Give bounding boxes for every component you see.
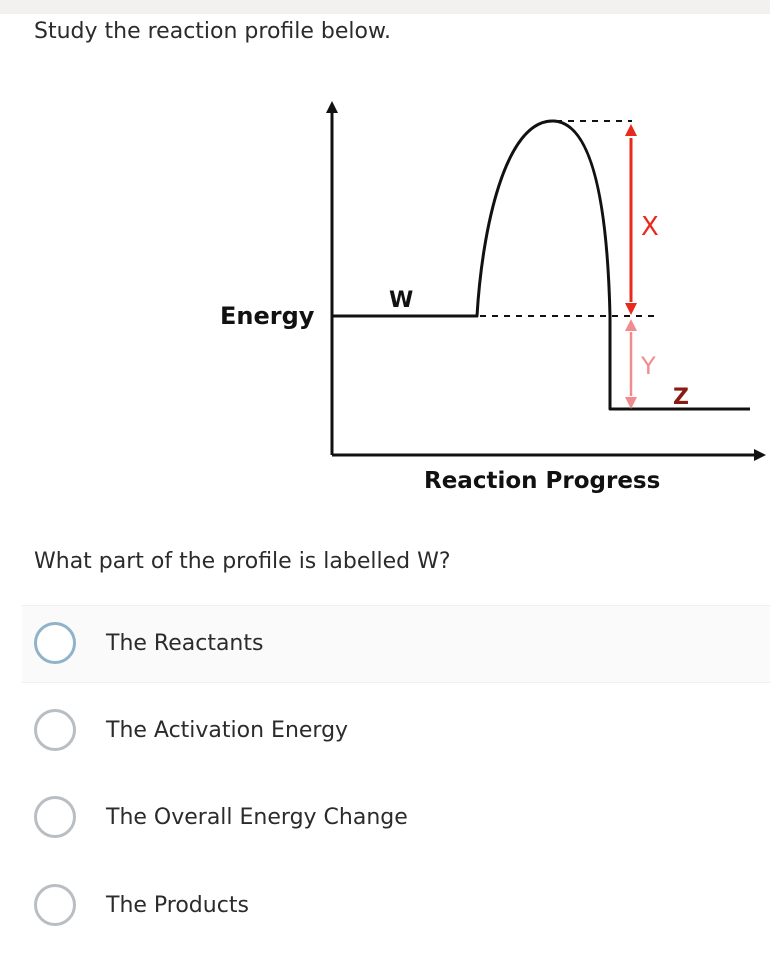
intro-text: Study the reaction profile below. — [34, 19, 391, 44]
y-axis-arrowhead — [326, 101, 338, 113]
x-axis-arrowhead — [754, 449, 766, 461]
energy-axis-label: Energy — [220, 302, 315, 330]
option-overall-energy-change[interactable]: The Overall Energy Change — [22, 780, 770, 858]
radio-button[interactable] — [34, 796, 76, 838]
x-arrow-bottom-head — [625, 303, 637, 315]
reaction-progress-label: Reaction Progress — [424, 468, 660, 494]
option-label: The Overall Energy Change — [106, 805, 408, 830]
reaction-profile-diagram: Energy Reaction Progress W X Y Z — [220, 101, 766, 494]
y-arrow-top-head — [625, 319, 637, 331]
question-text: What part of the profile is labelled W? — [34, 549, 451, 574]
option-label: The Activation Energy — [106, 718, 349, 743]
radio-button[interactable] — [34, 622, 76, 664]
y-arrow-bottom-head — [625, 397, 637, 409]
top-strip — [0, 0, 770, 14]
x-arrow-top-head — [625, 124, 637, 136]
energy-curve — [332, 119, 750, 411]
option-reactants[interactable]: The Reactants — [22, 605, 770, 683]
option-label: The Products — [106, 893, 249, 918]
label-x: X — [641, 212, 659, 242]
option-activation-energy[interactable]: The Activation Energy — [22, 693, 770, 771]
label-y: Y — [640, 352, 656, 380]
option-label: The Reactants — [106, 631, 264, 656]
label-w: W — [389, 288, 413, 313]
option-products[interactable]: The Products — [22, 868, 770, 946]
radio-button[interactable] — [34, 709, 76, 751]
label-z: Z — [673, 385, 689, 410]
radio-button[interactable] — [34, 884, 76, 926]
